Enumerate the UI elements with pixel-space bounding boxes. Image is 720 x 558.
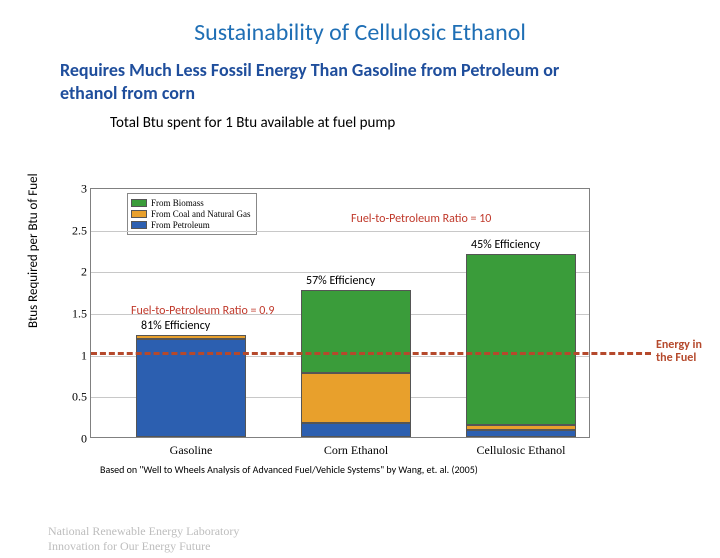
y-tick: 0.5 <box>67 390 87 405</box>
bar-segment-coalgas <box>301 373 411 423</box>
bar-segment-biomass <box>301 290 411 373</box>
legend-label: From Biomass <box>151 198 204 208</box>
legend-label: From Coal and Natural Gas <box>151 209 250 219</box>
y-tick: 1.5 <box>67 307 87 322</box>
source-citation: Based on "Well to Wheels Analysis of Adv… <box>100 463 478 476</box>
legend-row: From Biomass <box>131 198 250 208</box>
bar-segment-petroleum <box>301 423 411 437</box>
ratio-annotation-1: Fuel-to-Petroleum Ratio = 0.9 <box>131 304 274 318</box>
chart-area: Btus Required per Btu of Fuel From Bioma… <box>60 188 620 468</box>
subtitle: Requires Much Less Fossil Energy Than Ga… <box>60 59 620 104</box>
efficiency-label: 57% Efficiency <box>306 274 375 288</box>
y-tick: 2 <box>67 265 87 280</box>
footer-line-2: Innovation for Our Energy Future <box>48 539 239 554</box>
bar-segment-petroleum <box>466 430 576 438</box>
page-title: Sustainability of Cellulosic Ethanol <box>0 18 720 47</box>
chart-subtitle: Total Btu spent for 1 Btu available at f… <box>110 114 720 132</box>
legend-swatch <box>131 210 147 218</box>
energy-reference-line <box>91 352 651 355</box>
efficiency-label: 81% Efficiency <box>141 319 210 333</box>
category-label: Gasoline <box>131 443 251 458</box>
legend-swatch <box>131 221 147 229</box>
legend-row: From Petroleum <box>131 220 250 230</box>
legend: From BiomassFrom Coal and Natural GasFro… <box>127 193 257 235</box>
legend-row: From Coal and Natural Gas <box>131 209 250 219</box>
plot-region: From BiomassFrom Coal and Natural GasFro… <box>90 188 590 438</box>
bar-segment-coalgas <box>136 335 246 339</box>
energy-in-fuel-label: Energy in the Fuel <box>656 339 716 365</box>
gridline <box>91 231 589 232</box>
category-label: Cellulosic Ethanol <box>461 443 581 458</box>
bar-segment-biomass <box>466 254 576 426</box>
efficiency-label: 45% Efficiency <box>471 238 540 252</box>
legend-label: From Petroleum <box>151 220 210 230</box>
footer-line-1: National Renewable Energy Laboratory <box>48 524 239 539</box>
y-tick: 0 <box>67 432 87 447</box>
footer-org: National Renewable Energy Laboratory Inn… <box>48 524 239 554</box>
y-tick: 2.5 <box>67 223 87 238</box>
ratio-annotation-2: Fuel-to-Petroleum Ratio = 10 <box>351 212 491 226</box>
y-tick: 1 <box>67 348 87 363</box>
y-axis-label: Btus Required per Btu of Fuel <box>26 173 41 328</box>
y-tick: 3 <box>67 182 87 197</box>
bar-segment-coalgas <box>466 425 576 429</box>
category-label: Corn Ethanol <box>296 443 416 458</box>
legend-swatch <box>131 199 147 207</box>
